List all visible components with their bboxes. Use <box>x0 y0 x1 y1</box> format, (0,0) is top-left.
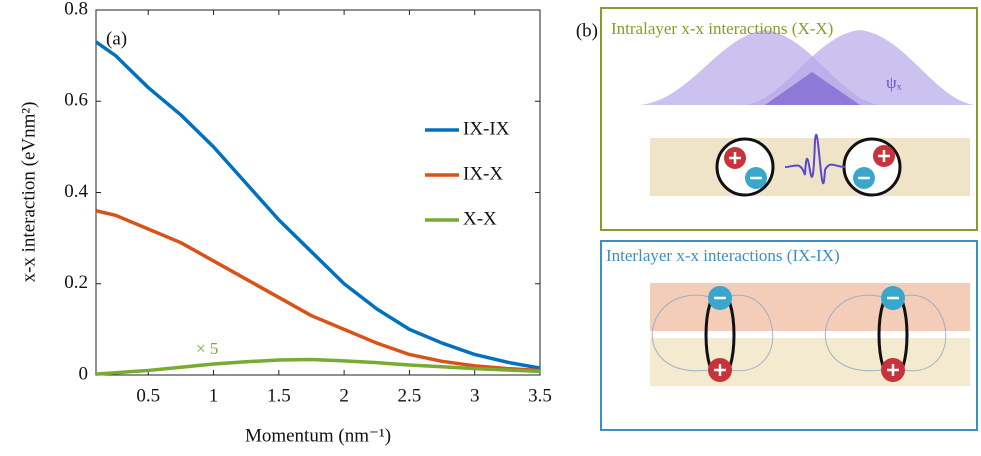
overlap <box>765 72 860 105</box>
y-tick-label: 0.8 <box>64 0 88 19</box>
legend-label: IX-X <box>463 163 503 184</box>
annotation: × 5 <box>196 339 218 358</box>
charge-sign <box>729 150 890 180</box>
interlayer-box <box>600 240 978 431</box>
x-tick-label: 1 <box>209 385 219 406</box>
panel-b: (b) Intralayer x-x interactions (X-X) ψₓ… <box>576 7 978 431</box>
field-lines <box>652 294 947 371</box>
x-tick-label: 2.5 <box>398 385 422 406</box>
series-line <box>94 40 541 370</box>
exciton <box>715 137 775 197</box>
top-lattice <box>650 283 970 331</box>
x-tick-label: 3 <box>470 385 480 406</box>
box-title: Intralayer x-x interactions (X-X) <box>611 19 833 38</box>
y-tick-label: 0.4 <box>64 181 88 202</box>
exciton <box>842 137 902 197</box>
x-tick-label: 0.5 <box>136 385 160 406</box>
y-tick-label: 0.2 <box>64 272 88 293</box>
x-tick-label: 1.5 <box>267 385 291 406</box>
legend-label: X-X <box>463 208 497 229</box>
legend-label: IX-IX <box>463 118 510 139</box>
panel-label: (a) <box>106 28 127 49</box>
series-line <box>95 357 541 376</box>
x-tick-label: 2 <box>339 385 349 406</box>
bottom-lattice <box>650 338 970 386</box>
series-line <box>95 209 541 373</box>
interaction-wave <box>784 133 846 185</box>
x-axis-label: Momentum (nm⁻¹) <box>245 425 391 446</box>
y-tick-label: 0.6 <box>64 90 88 111</box>
wavefunction-label: ψₓ <box>886 73 902 92</box>
box-title: Interlayer x-x interactions (IX-IX) <box>606 246 840 265</box>
y-tick-label: 0 <box>79 363 89 384</box>
charge-sign <box>714 296 899 376</box>
panel-label: (b) <box>576 20 598 41</box>
x-tick-label: 3.5 <box>528 385 552 406</box>
y-axis-label: x-x interaction (eVnm²) <box>18 102 39 283</box>
